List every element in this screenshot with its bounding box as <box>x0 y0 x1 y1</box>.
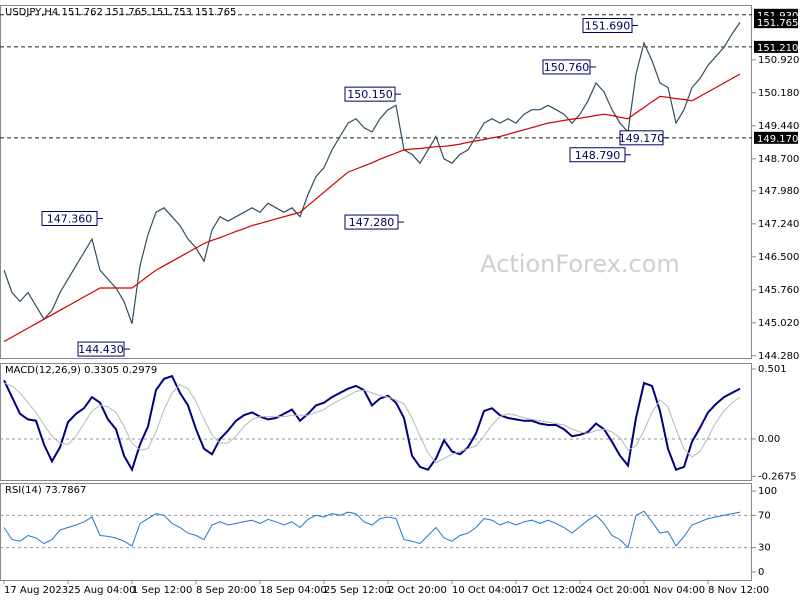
y-tick-label: 0.00 <box>758 434 780 445</box>
x-tick-label: 10 Oct 04:00 <box>452 585 517 596</box>
y-tick-label: 0.501 <box>758 364 787 375</box>
x-tick-label: 18 Sep 04:00 <box>260 585 327 596</box>
annotation-box <box>542 59 591 75</box>
price-box <box>754 40 798 53</box>
annotation-label: 144.430 <box>78 343 124 356</box>
y-tick-label: 150.180 <box>758 88 799 99</box>
price-box-label: 151.765 <box>757 18 798 29</box>
annotation-box <box>619 130 664 146</box>
annotation-label: 148.790 <box>575 149 621 162</box>
annotation-box <box>41 210 98 226</box>
y-tick-label: 0 <box>758 567 764 578</box>
x-tick-label: 24 Oct 20:00 <box>580 585 645 596</box>
series-line <box>3 22 741 324</box>
x-tick-label: 1 Nov 04:00 <box>644 585 705 596</box>
price-box <box>754 16 798 29</box>
y-tick-label: 145.760 <box>758 285 799 296</box>
series-line <box>3 73 741 343</box>
x-tick-label: 17 Oct 12:00 <box>516 585 581 596</box>
annotation-box <box>569 147 626 163</box>
watermark: ActionForex.com <box>480 250 680 278</box>
panel-title: USDJPY,H4 151.762 151.765 151.753 151.76… <box>5 7 236 18</box>
y-tick-label: 146.500 <box>758 252 799 263</box>
series-line <box>3 382 741 464</box>
panel-title: MACD(12,26,9) 0.3305 0.2979 <box>5 365 157 376</box>
annotation-label: 149.170 <box>619 132 665 145</box>
y-tick-label: -0.2675 <box>758 471 797 482</box>
y-tick-label: 148.700 <box>758 154 799 165</box>
annotation-box <box>344 86 396 102</box>
x-tick-label: 8 Sep 20:00 <box>196 585 256 596</box>
x-tick-label: 2 Oct 20:00 <box>388 585 447 596</box>
panel-title: RSI(14) 73.7867 <box>5 485 86 496</box>
y-tick-label: 145.020 <box>758 318 799 329</box>
y-tick-label: 100 <box>758 486 777 497</box>
series-line <box>3 374 741 473</box>
series-line <box>3 510 741 549</box>
panel <box>0 363 752 481</box>
y-tick-label: 30 <box>758 543 771 554</box>
price-box <box>754 131 798 144</box>
annotation-box <box>582 18 633 34</box>
y-tick-label: 144.280 <box>758 351 799 362</box>
annotation-label: 147.280 <box>349 216 395 229</box>
x-tick-label: 1 Sep 12:00 <box>132 585 192 596</box>
annotation-label: 150.150 <box>347 88 393 101</box>
annotation-label: 147.360 <box>47 212 93 225</box>
y-tick-label: 149.440 <box>758 121 799 132</box>
x-tick-label: 8 Nov 12:00 <box>708 585 769 596</box>
y-tick-label: 147.240 <box>758 219 799 230</box>
annotation-label: 151.690 <box>585 20 631 33</box>
x-tick-label: 25 Sep 12:00 <box>324 585 391 596</box>
panel <box>0 5 752 359</box>
annotation-box <box>344 214 399 230</box>
x-tick-label: 25 Aug 04:00 <box>68 585 135 596</box>
annotation-box <box>77 341 125 357</box>
price-box-label: 151.210 <box>757 43 798 54</box>
price-box-label: 149.170 <box>757 134 798 145</box>
y-tick-label: 150.920 <box>758 55 799 66</box>
annotation-label: 150.760 <box>544 61 590 74</box>
panel <box>0 483 752 581</box>
y-tick-label: 147.980 <box>758 186 799 197</box>
x-tick-label: 17 Aug 2023 <box>4 585 68 596</box>
y-tick-label: 70 <box>758 510 771 521</box>
